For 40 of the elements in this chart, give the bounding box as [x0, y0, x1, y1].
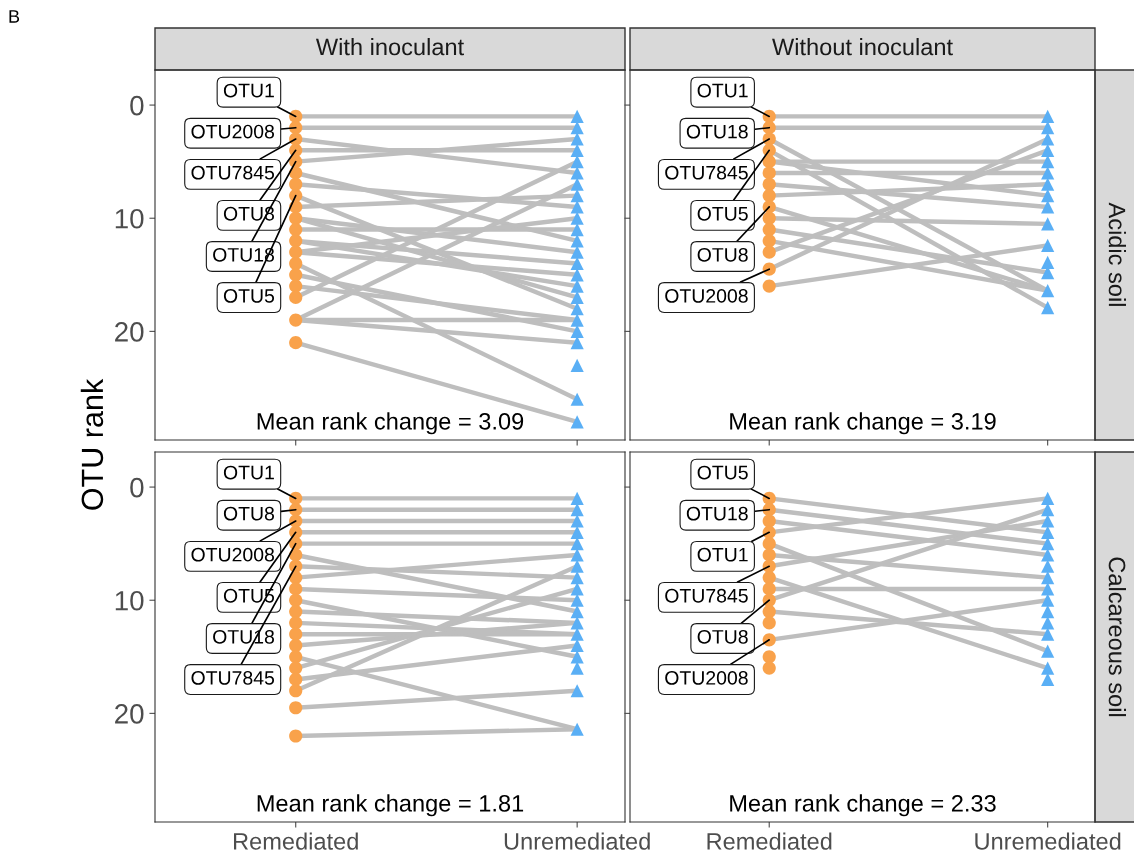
- y-tick-label: 0: [130, 477, 144, 498]
- y2-axis-title: Acidic soil: [1108, 202, 1127, 306]
- annotation: Mean rank change = 1.81: [257, 794, 524, 817]
- annotation: OTU8: [697, 629, 748, 644]
- y-axis-title: OTU rank: [80, 378, 104, 510]
- annotation: OTU8: [223, 506, 275, 521]
- annotation: OTU2008: [191, 124, 275, 139]
- annotation: OTU5: [697, 206, 748, 221]
- x-tick-label: Unremediated: [975, 832, 1121, 850]
- annotation: OTU5: [223, 289, 275, 303]
- annotation: Mean rank change = 2.33: [730, 794, 996, 817]
- chart-title: With inoculant: [315, 38, 464, 56]
- annotation: OTU1: [697, 547, 748, 562]
- annotation: OTU5: [697, 465, 748, 480]
- annotation: OTU1: [223, 465, 274, 480]
- annotation: OTU2008: [665, 671, 748, 685]
- annotation: OTU2008: [191, 547, 275, 562]
- chart-title: Without inoculant: [772, 38, 953, 56]
- y-tick-label: 10: [115, 590, 144, 611]
- annotation: OTU7845: [191, 165, 275, 180]
- y-tick-label: 0: [130, 95, 144, 116]
- annotation: OTU8: [697, 247, 748, 262]
- annotation: OTU18: [686, 124, 748, 139]
- annotation: OTU7845: [665, 588, 748, 603]
- annotation: OTU1: [697, 83, 748, 98]
- y2-axis-title: Calcareous soil: [1108, 557, 1127, 717]
- x-tick-label: Unremediated: [504, 832, 650, 850]
- annotation: OTU18: [686, 506, 748, 521]
- y-tick-label: 20: [115, 704, 144, 724]
- annotation: Mean rank change = 3.09: [257, 412, 524, 435]
- x-tick-label: Remediated: [707, 832, 832, 850]
- text: B: [9, 10, 20, 23]
- x-tick-label: Remediated: [234, 832, 358, 850]
- annotation: Mean rank change = 3.19: [730, 412, 996, 435]
- annotation: OTU1: [223, 83, 274, 98]
- annotation: OTU2008: [665, 289, 748, 303]
- y-tick-label: 10: [115, 208, 144, 229]
- annotation: OTU7845: [191, 671, 275, 685]
- annotation: OTU7845: [665, 165, 748, 180]
- y-tick-label: 20: [115, 322, 144, 342]
